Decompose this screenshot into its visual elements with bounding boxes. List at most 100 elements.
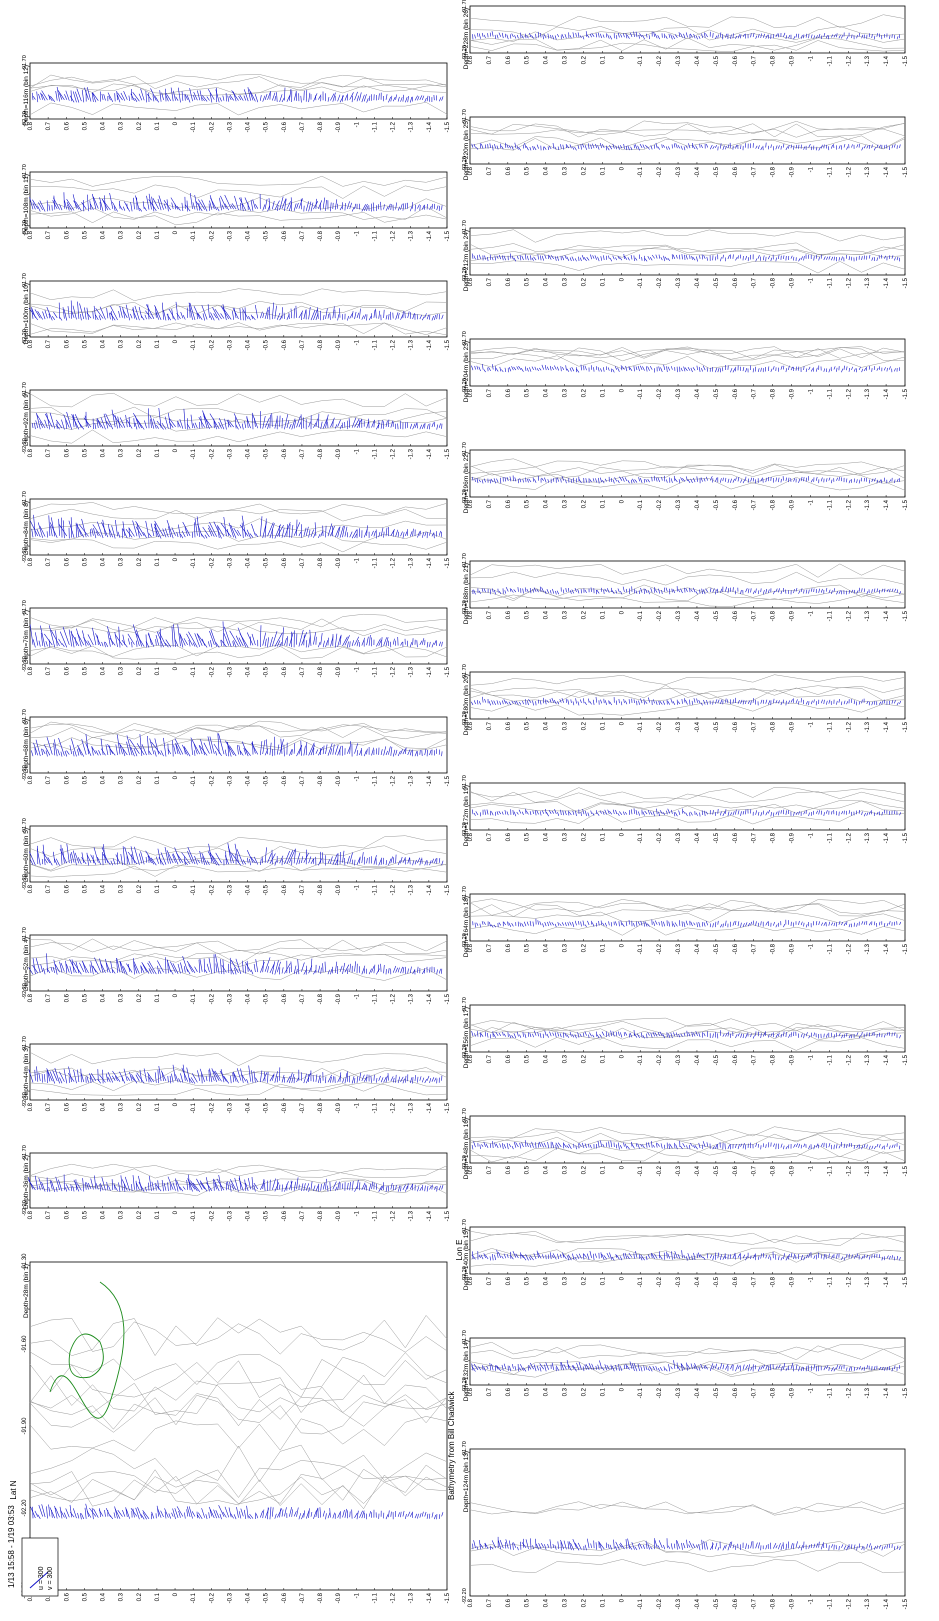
vector-arrow	[788, 365, 790, 370]
vector-arrow	[83, 637, 89, 646]
vector-arrow	[186, 200, 188, 212]
lat-tick-label: 0	[173, 993, 179, 997]
vector-arrow	[640, 698, 643, 704]
vector-arrow	[368, 315, 372, 321]
vector-arrow	[66, 199, 75, 211]
vector-arrow	[808, 366, 811, 371]
vector-arrow	[175, 301, 179, 320]
vector-arrow	[105, 744, 109, 755]
vector-arrow	[826, 35, 828, 39]
vector-arrow	[504, 477, 507, 482]
vector-arrow	[853, 700, 855, 705]
vector-arrow	[810, 700, 813, 705]
vector-arrow	[429, 1185, 432, 1190]
contour-line	[29, 303, 448, 317]
lon-ticks: -92.20-91.70	[22, 818, 28, 890]
lat-tick-label: -1.1	[372, 666, 378, 677]
vector-arrow	[578, 479, 582, 484]
vector-arrow	[863, 477, 865, 482]
vector-arrow	[291, 1073, 295, 1083]
vector-arrow	[64, 750, 68, 757]
vector-arrow	[269, 1506, 272, 1520]
vector-arrow	[222, 621, 225, 647]
lat-tick-label: 0.8	[468, 610, 474, 619]
vector-arrow	[359, 749, 362, 756]
vector-arrow	[407, 749, 411, 756]
vector-arrow	[400, 1186, 402, 1192]
vector-arrow	[630, 32, 633, 38]
lat-tick-label: -0.1	[191, 230, 197, 241]
contour-line	[29, 864, 448, 878]
vector-arrow	[267, 966, 269, 973]
vector-arrow	[474, 700, 476, 705]
vector-arrow	[361, 315, 364, 320]
vector-arrow	[571, 366, 575, 372]
vector-arrow	[478, 366, 481, 372]
vector-arrow	[715, 367, 718, 373]
vector-arrow	[227, 842, 232, 864]
depth-label: Depth=164m (bin 18)	[463, 896, 470, 957]
vector-arrow	[93, 196, 99, 209]
vector-arrow	[646, 33, 648, 38]
lat-tick-label: -0.5	[264, 339, 270, 350]
lat-tick-label: -1.2	[391, 1210, 397, 1221]
lat-tick-label: -1.4	[884, 166, 890, 177]
vector-arrow	[142, 201, 145, 209]
vector-arrow	[526, 255, 529, 261]
vector-arrow	[489, 32, 491, 37]
vector-arrow	[260, 1180, 265, 1190]
lat-tick-label: -1	[354, 1102, 360, 1108]
vector-arrow	[712, 588, 715, 593]
vector-arrow	[732, 699, 734, 704]
vector-arrow	[823, 33, 826, 37]
vector-arrow	[580, 699, 582, 703]
vector-arrow	[83, 417, 92, 428]
vector-arrow	[66, 843, 70, 863]
vector-arrow	[60, 751, 63, 757]
vector-arrow	[645, 921, 648, 927]
vector-arrow	[148, 750, 152, 756]
vector-arrow	[186, 633, 193, 646]
vector-arrow	[112, 1075, 116, 1081]
vector-arrow	[436, 313, 438, 320]
vector-arrow	[577, 701, 580, 706]
vector-arrow	[209, 195, 215, 210]
lat-tick-label: -1.2	[391, 884, 397, 895]
vector-arrow	[484, 809, 486, 815]
vector-arrow	[281, 627, 284, 647]
vector-arrow	[720, 32, 722, 37]
vector-arrow	[46, 1071, 48, 1084]
vector-arrow	[110, 305, 118, 321]
vector-arrow	[69, 966, 72, 974]
vector-arrow	[117, 734, 121, 755]
vector-arrow	[431, 1512, 434, 1518]
vector-arrow	[395, 1074, 397, 1083]
vector-arrow	[123, 90, 128, 100]
vector-arrow	[412, 860, 415, 866]
vector-arrow	[250, 856, 256, 864]
vector-arrow	[508, 701, 512, 706]
vector-arrow	[712, 923, 714, 928]
lon-tick-label: -91.70	[462, 442, 468, 458]
vector-arrow	[629, 367, 633, 371]
vector-arrow	[59, 1506, 63, 1519]
lat-tick-label: -1.1	[372, 1102, 378, 1113]
vector-arrow	[863, 145, 866, 149]
vector-arrow	[244, 197, 251, 211]
vector-arrow	[86, 852, 89, 866]
vector-arrow	[37, 311, 43, 320]
vector-arrow	[788, 477, 790, 483]
vector-arrow	[315, 198, 317, 209]
vector-arrow	[224, 1506, 230, 1518]
vector-arrow	[157, 1069, 159, 1084]
vector-arrow	[229, 421, 234, 428]
vector-arrow	[139, 207, 143, 212]
vector-arrow	[421, 316, 425, 321]
vector-arrow	[181, 530, 186, 538]
vector-arrow	[873, 257, 875, 262]
lat-tick-label: 0.6	[64, 448, 70, 457]
vector-arrow	[526, 35, 529, 39]
vector-arrow	[80, 1513, 82, 1520]
lat-tick-label: -1.3	[409, 339, 415, 350]
vector-arrow	[861, 368, 864, 373]
